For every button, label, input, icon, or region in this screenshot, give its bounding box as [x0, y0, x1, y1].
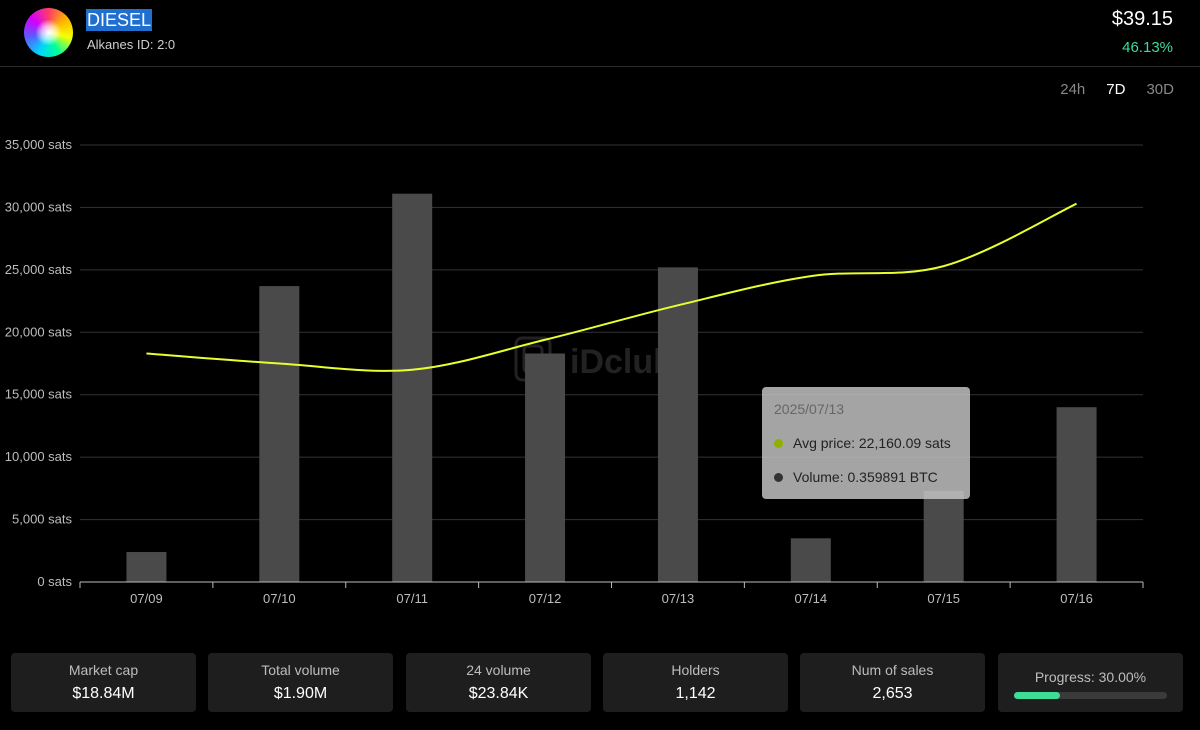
- stat-value: $18.84M: [72, 685, 135, 702]
- stat-value: 2,653: [872, 685, 913, 702]
- tooltip-volume: Volume: 0.359891 BTC: [793, 469, 938, 485]
- chart-grid: [80, 144, 1143, 521]
- avg-price-line: [146, 202, 1077, 372]
- timeframe-7d[interactable]: 7D: [1106, 81, 1126, 98]
- stat-num-of-sales: Num of sales 2,653: [800, 653, 985, 712]
- y-tick-label: 30,000 sats: [5, 199, 73, 214]
- token-name: DIESEL: [86, 9, 153, 31]
- volume-bar: [525, 353, 566, 582]
- volume-bar: [1056, 407, 1097, 582]
- stat-market-cap: Market cap $18.84M: [11, 653, 196, 712]
- y-tick-label: 10,000 sats: [5, 449, 73, 464]
- stat-label: Num of sales: [851, 662, 934, 678]
- x-tick-label: 07/14: [795, 591, 828, 606]
- stat-label: Holders: [671, 662, 720, 678]
- token-logo: [24, 8, 73, 57]
- volume-bar: [923, 490, 964, 582]
- token-id: Alkanes ID: 2:0: [87, 37, 176, 52]
- price-change: 46.13%: [1122, 39, 1173, 56]
- x-tick-label: 07/11: [396, 591, 428, 606]
- token-price: $39.15: [1111, 8, 1173, 30]
- stat-label: Total volume: [261, 662, 340, 678]
- progress-label: Progress: 30.00%: [1034, 669, 1147, 685]
- y-tick-label: 5,000 sats: [12, 512, 72, 527]
- tooltip-volume-row: Volume: 0.359891 BTC: [774, 469, 938, 485]
- chart-tooltip: 2025/07/13 Avg price: 22,160.09 sats Vol…: [762, 387, 970, 499]
- tooltip-avg-price: Avg price: 22,160.09 sats: [793, 435, 951, 451]
- timeframe-30d[interactable]: 30D: [1146, 81, 1174, 98]
- y-tick-label: 15,000 sats: [5, 387, 73, 402]
- y-tick-label: 0 sats: [37, 574, 72, 589]
- x-tick-label: 07/15: [927, 591, 960, 606]
- x-tick-label: 07/09: [130, 591, 163, 606]
- stat-value: $23.84K: [468, 685, 529, 702]
- timeframe-selector: 24h 7D 30D: [1060, 81, 1174, 98]
- y-tick-label: 20,000 sats: [5, 324, 73, 339]
- x-axis: 07/09 07/10 07/11 07/12 07/13 07/14 07/15 07/16: [79, 581, 1144, 606]
- volume-bars: [126, 193, 1097, 582]
- timeframe-24h[interactable]: 24h: [1060, 81, 1086, 98]
- volume-bar: [126, 552, 167, 582]
- x-tick-label: 07/13: [662, 591, 695, 606]
- progress-bar: [1014, 692, 1167, 699]
- x-tick-label: 07/12: [529, 591, 562, 606]
- volume-bar: [259, 286, 300, 582]
- x-tick-label: 07/16: [1060, 591, 1093, 606]
- volume-bar: [392, 193, 433, 582]
- volume-dot-icon: [774, 472, 783, 482]
- volume-bar: [657, 267, 698, 582]
- x-tick-label: 07/10: [263, 591, 296, 606]
- progress-bar-fill: [1014, 692, 1060, 699]
- y-tick-label: 25,000 sats: [5, 262, 73, 277]
- stat-label: 24 volume: [466, 662, 531, 678]
- y-tick-label: 35,000 sats: [5, 137, 73, 152]
- stat-progress: Progress: 30.00%: [998, 653, 1183, 712]
- stat-label: Market cap: [68, 662, 139, 678]
- watermark-text: iDclub: [570, 343, 674, 381]
- tooltip-avg-price-row: Avg price: 22,160.09 sats: [774, 435, 951, 451]
- stat-holders: Holders 1,142: [603, 653, 788, 712]
- y-axis-labels: 0 sats 5,000 sats 10,000 sats 15,000 sats 20…: [5, 137, 73, 589]
- watermark: iDclub: [514, 336, 674, 382]
- stat-total-volume: Total volume $1.90M: [208, 653, 393, 712]
- avg-price-dot-icon: [774, 438, 783, 448]
- stat-value: 1,142: [675, 685, 716, 702]
- price-volume-chart[interactable]: 0 sats 5,000 sats 10,000 sats 15,000 sats 20…: [0, 120, 1200, 610]
- stat-24-volume: 24 volume $23.84K: [406, 653, 591, 712]
- volume-bar: [790, 538, 831, 582]
- token-header: DIESEL Alkanes ID: 2:0 $39.15 46.13%: [0, 0, 1200, 67]
- stat-value: $1.90M: [273, 685, 328, 702]
- tooltip-date: 2025/07/13: [774, 401, 845, 417]
